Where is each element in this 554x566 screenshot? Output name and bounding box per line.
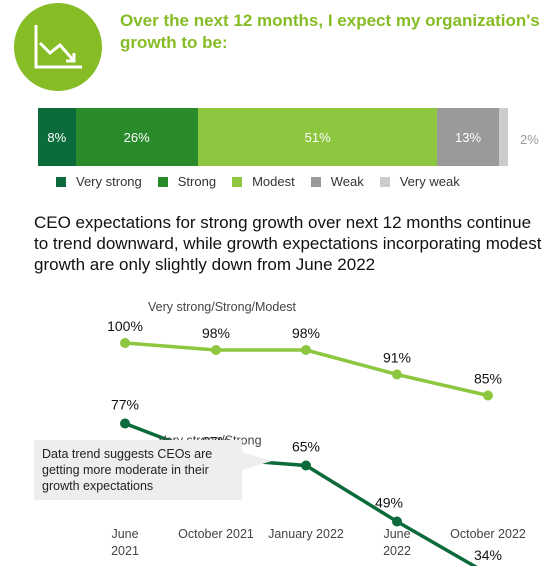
bar-segment-label: 26% [123, 129, 150, 145]
data-label: 85% [474, 371, 502, 387]
series-name-label: Very strong/Strong/Modest [148, 300, 297, 314]
x-tick-label: 2022 [383, 544, 411, 558]
callout-arrow [242, 452, 272, 470]
data-point [392, 369, 402, 380]
data-label: 49% [375, 495, 403, 511]
data-label: 100% [107, 318, 143, 334]
x-tick-label: June [383, 527, 410, 541]
data-point [120, 338, 130, 348]
line-chart: 100% 98% 98% 91% 85% Very strong/Strong/Modes… [107, 300, 526, 566]
legend-swatch [157, 176, 168, 187]
data-point [301, 345, 311, 355]
x-tick-label: October 2021 [178, 527, 254, 541]
bar-segment-very-strong: 8% [38, 108, 76, 166]
bar-segment-modest: 51% [197, 108, 438, 166]
legend: Very strong Strong Modest Weak Very weak [56, 174, 476, 189]
data-label: 98% [292, 325, 320, 341]
callout-box: Data trend suggests CEOs are getting mor… [34, 440, 242, 500]
data-point [392, 516, 402, 527]
x-tick-label: 2021 [111, 544, 139, 558]
data-point [301, 460, 311, 471]
data-label: 91% [383, 350, 411, 366]
chart-title: Over the next 12 months, I expect my org… [120, 11, 540, 52]
data-label: 77% [111, 397, 139, 413]
legend-swatch [56, 176, 66, 187]
bar-segment-label: 13% [455, 129, 482, 145]
bar-label-very-weak: 2% [520, 132, 539, 147]
x-tick-label: October 2022 [450, 527, 526, 541]
bar-segment-very-weak [498, 108, 508, 166]
bar-segment-label: 8% [47, 129, 67, 145]
data-point [211, 345, 221, 355]
data-point [483, 390, 493, 401]
legend-item: Modest [232, 174, 295, 189]
stacked-bar: 8% 26% 51% 13% [38, 108, 508, 166]
legend-item: Weak [310, 174, 364, 189]
legend-label: Very strong [76, 174, 142, 189]
legend-swatch [379, 176, 390, 187]
legend-item: Very strong [56, 174, 142, 189]
line-chart-subtitle: CEO expectations for strong growth over … [34, 213, 542, 274]
legend-label: Very weak [399, 174, 460, 189]
legend-swatch [232, 176, 243, 187]
data-label: 98% [202, 325, 230, 341]
bar-segment-weak: 13% [437, 108, 499, 166]
legend-label: Modest [252, 174, 295, 189]
legend-label: Strong [177, 174, 217, 189]
bar-segment-label: 51% [304, 129, 331, 145]
declining-line-chart-icon [14, 3, 102, 91]
x-tick-label: January 2022 [268, 527, 344, 541]
bar-segment-strong: 26% [75, 108, 198, 166]
legend-item: Very weak [379, 174, 460, 189]
data-label: 65% [292, 439, 320, 455]
x-tick-label: June [111, 527, 138, 541]
data-label: 34% [474, 547, 502, 563]
legend-swatch [310, 176, 321, 187]
legend-label: Weak [330, 174, 364, 189]
legend-item: Strong [157, 174, 217, 189]
data-point [120, 418, 130, 429]
